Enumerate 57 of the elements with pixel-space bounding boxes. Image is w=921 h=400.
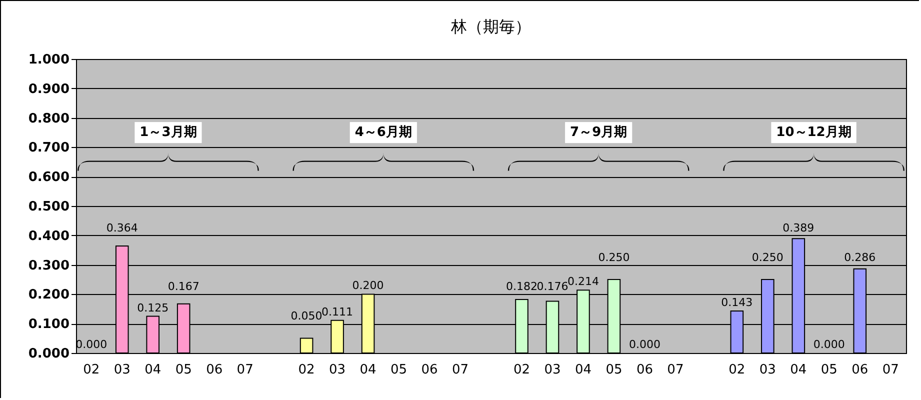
- data-label: 0.000: [813, 338, 845, 351]
- x-tick-label: 07: [882, 362, 899, 378]
- data-label: 0.364: [106, 221, 138, 234]
- x-tick-label: 05: [390, 362, 408, 378]
- annotation: 4～6月期: [354, 125, 412, 140]
- chart-title: 林（期毎）: [450, 17, 531, 36]
- x-tick-label: 02: [728, 362, 746, 378]
- y-tick-label: 0.500: [28, 200, 70, 214]
- x-tick-label: 04: [574, 362, 592, 378]
- x-tick-label: 05: [606, 362, 622, 378]
- x-tick-label: 02: [513, 362, 530, 378]
- x-tick-label: 06: [852, 362, 868, 378]
- y-tick-label: 0.800: [28, 111, 70, 126]
- x-tick-label: 02: [83, 362, 100, 378]
- y-tick-label: 0.100: [28, 317, 70, 332]
- x-tick-label: 07: [667, 362, 684, 378]
- x-tick-label: 06: [636, 362, 653, 378]
- x-tick-label: 03: [329, 362, 346, 378]
- y-tick-label: 0.200: [28, 288, 70, 303]
- data-label: 0.250: [598, 250, 630, 264]
- y-tick-label: 0.600: [28, 170, 70, 186]
- y-tick-label: 0.700: [28, 140, 70, 156]
- x-tick-label: 05: [175, 362, 192, 378]
- data-label: 0.000: [628, 338, 660, 351]
- x-tick-label: 06: [421, 362, 438, 378]
- data-label: 0.286: [844, 250, 876, 264]
- annotation: 7～9月期: [570, 125, 628, 140]
- data-label: 0.050: [290, 310, 322, 323]
- x-tick-label: 03: [759, 362, 776, 378]
- data-label: 0.143: [721, 296, 753, 309]
- data-label: 0.250: [752, 250, 784, 264]
- data-label: 0.214: [567, 275, 599, 288]
- y-tick-label: 0.000: [28, 346, 70, 362]
- data-label: 0.167: [168, 280, 200, 294]
- x-tick-label: 07: [236, 362, 254, 378]
- x-tick-label: 06: [206, 362, 223, 378]
- y-tick-label: 1.000: [28, 52, 70, 68]
- data-label: 0.000: [76, 338, 108, 351]
- annotation: 10～12月期: [776, 125, 852, 140]
- data-label: 0.176: [536, 280, 568, 294]
- annotation: 1～3月期: [140, 125, 197, 140]
- data-label: 0.389: [782, 221, 814, 234]
- y-tick-label: 0.900: [28, 82, 70, 97]
- x-tick-label: 07: [452, 362, 469, 378]
- x-tick-label: 03: [114, 362, 130, 378]
- x-tick-label: 02: [298, 362, 315, 378]
- x-tick-label: 04: [144, 362, 162, 378]
- x-tick-label: 04: [360, 362, 376, 378]
- data-label: 0.125: [137, 301, 169, 314]
- x-tick-label: 04: [790, 362, 807, 378]
- y-tick-label: 0.400: [28, 228, 70, 244]
- x-tick-label: 03: [544, 362, 561, 378]
- data-label: 0.111: [322, 305, 354, 318]
- data-label: 0.200: [352, 279, 384, 292]
- x-tick-label: 05: [820, 362, 838, 378]
- data-label: 0.182: [506, 280, 538, 294]
- y-tick-label: 0.300: [28, 258, 70, 274]
